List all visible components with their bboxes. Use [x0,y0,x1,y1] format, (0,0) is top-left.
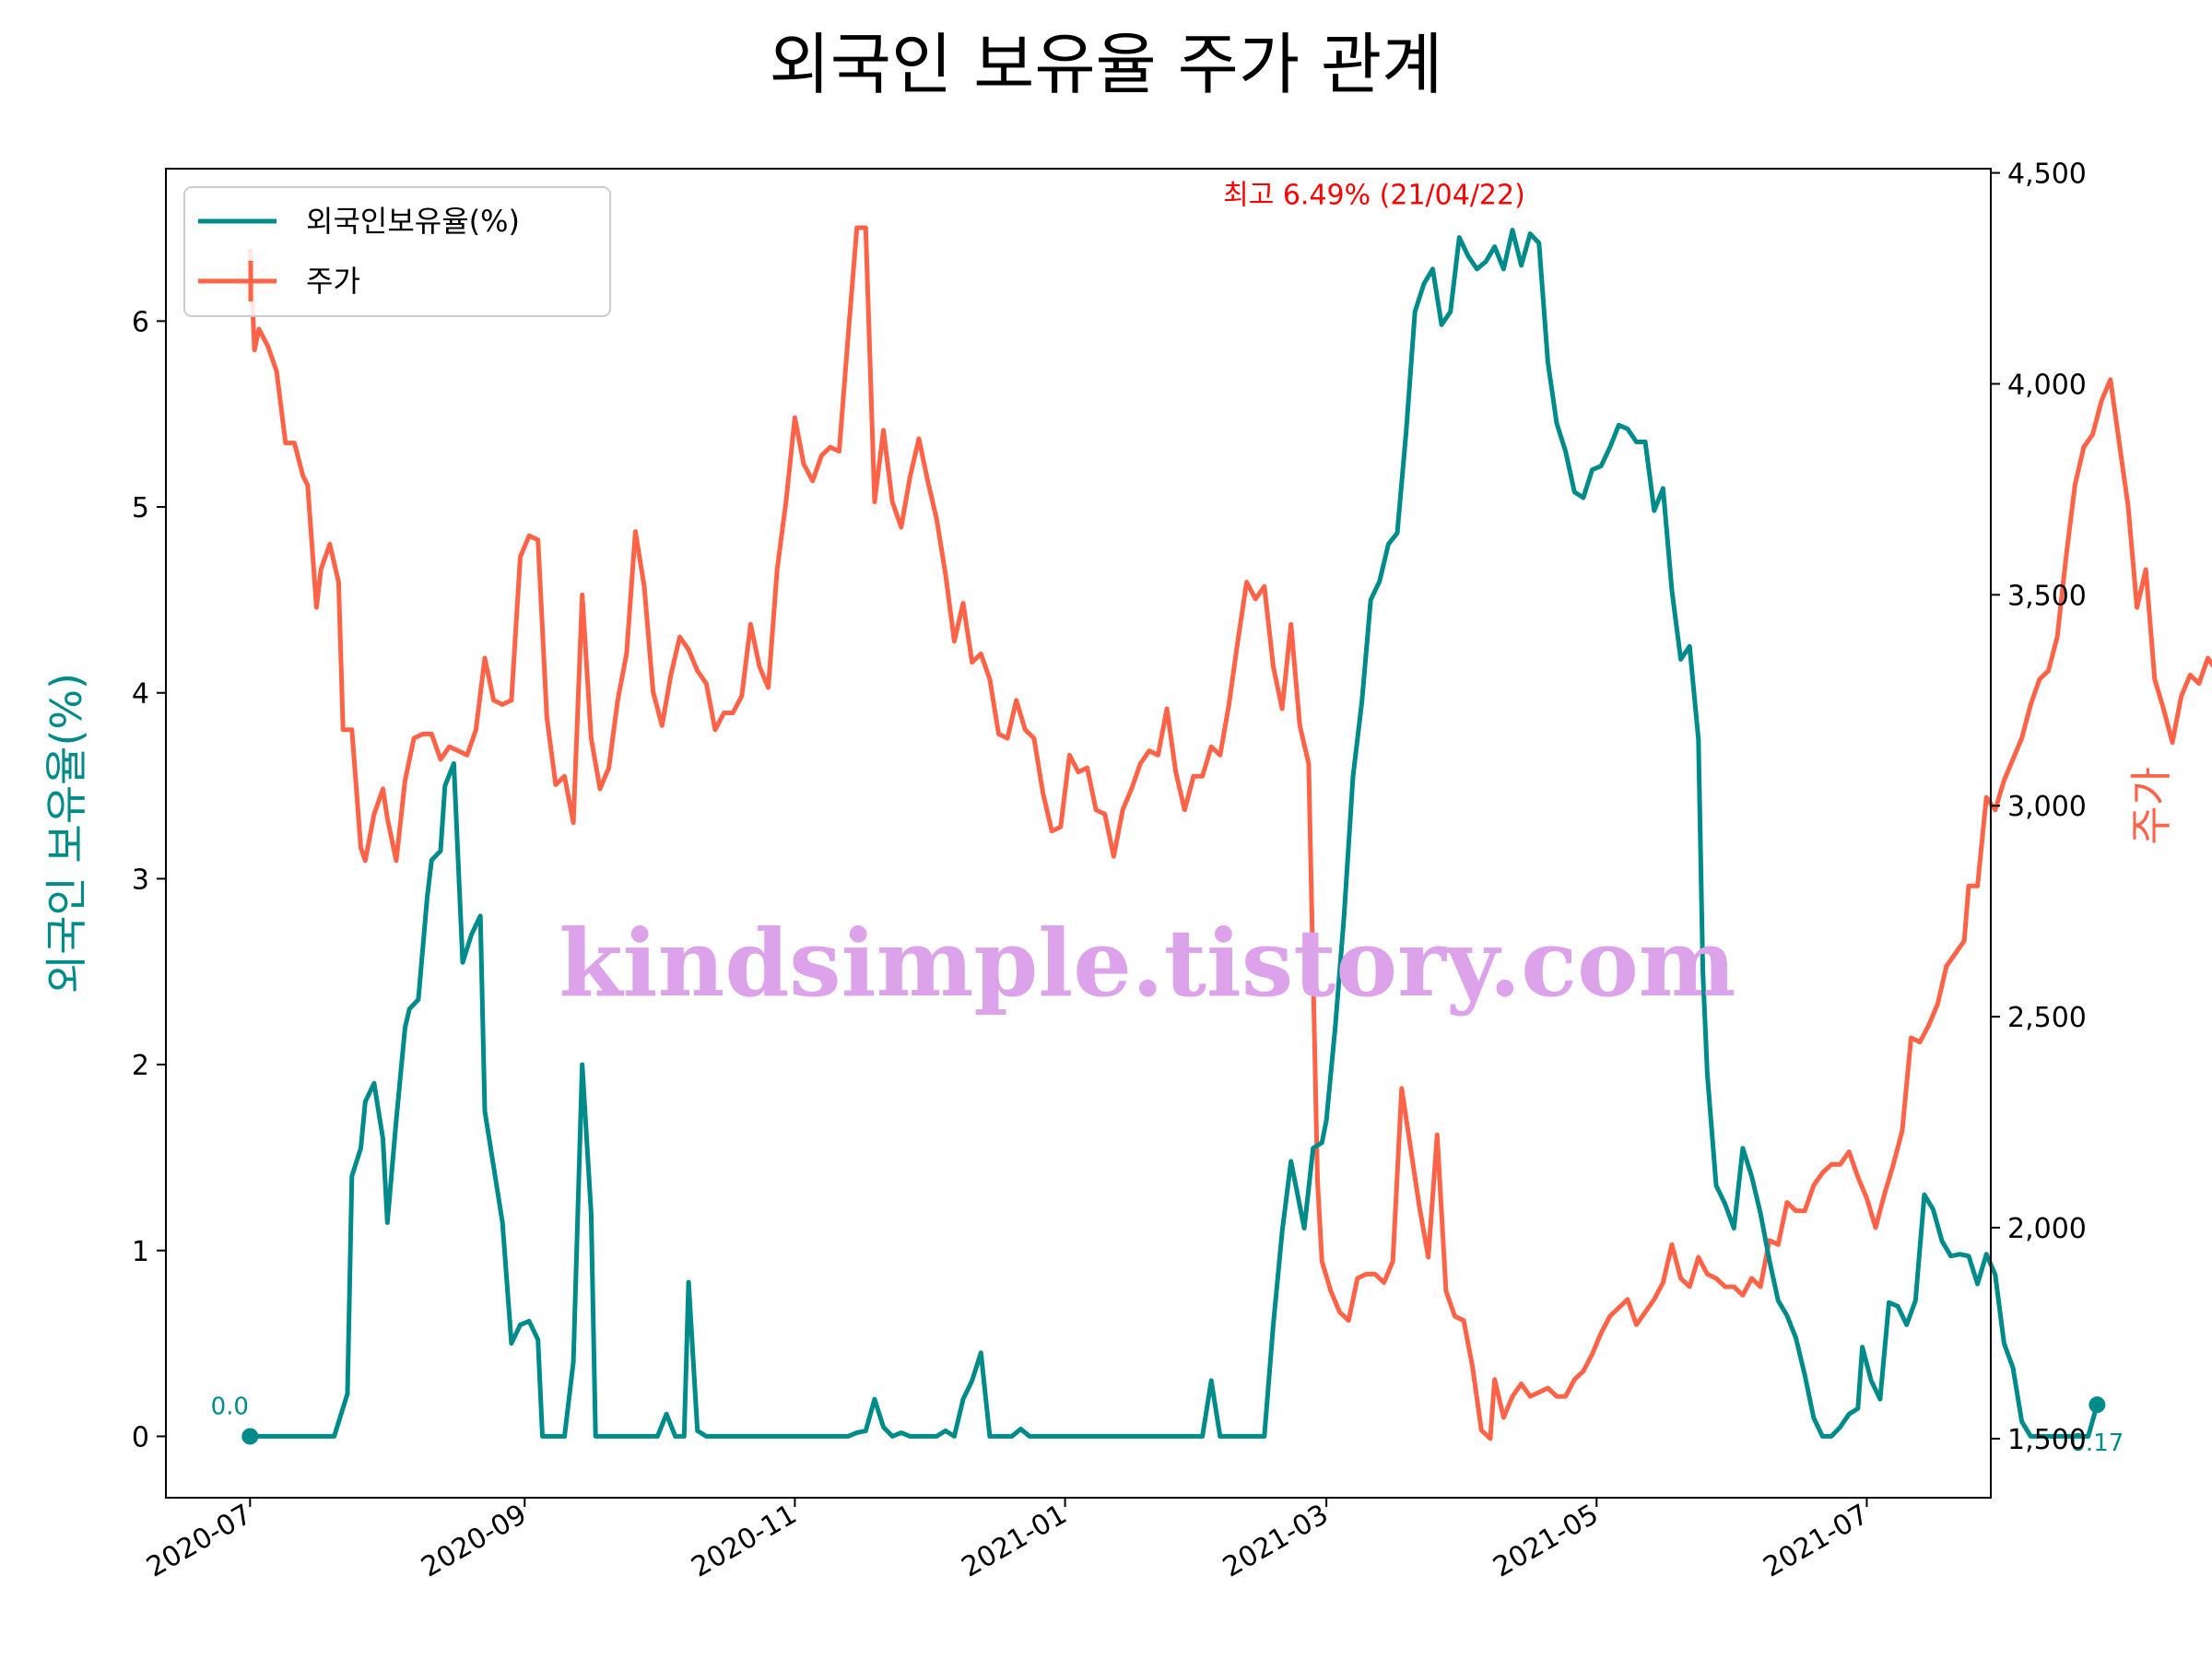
y-tick-label-right: 3,500 [2007,580,2087,612]
chart-title: 외국인 보유율 주가 관계 [769,26,1442,103]
y-tick-label-left: 4 [132,678,149,711]
y-tick-label-left: 6 [132,306,149,338]
end-annotation: 0.17 [2070,1430,2124,1457]
y-tick-label-right: 4,500 [2007,159,2087,191]
y-tick-label-left: 3 [132,864,149,896]
y-tick-label-right: 4,000 [2007,369,2087,401]
y-tick-label-left: 5 [132,492,149,524]
legend-box [183,186,611,317]
legend: 외국인보유율(%) 주가 [183,186,611,317]
watermark: kindsimple.tistory.com [559,909,1735,1018]
y-tick-label-right: 1,500 [2007,1424,2087,1456]
x-tick-label: 2020-11 [686,1499,802,1584]
x-tick-label: 2021-07 [1758,1499,1874,1584]
start-marker [241,1428,259,1445]
x-tick-label: 2021-01 [957,1499,1073,1584]
series-line-price [247,225,2212,1441]
x-tick-label: 2021-05 [1488,1499,1604,1584]
max-annotation: 최고 6.49% (21/04/22) [1223,180,1525,212]
y-tick-label-right: 2,500 [2007,1002,2087,1034]
y-tick-label-right: 2,000 [2007,1213,2087,1245]
y-axis-label-left: 외국인 보유율(%) [41,673,91,994]
x-tick-label: 2021-03 [1218,1499,1334,1584]
plot-area: 최고 6.49% (21/04/22) 0.0 0.17 2020-07 2020-09… [41,159,2212,1584]
plot-frame [165,168,1992,1499]
y-tick-label-right: 3,000 [2007,791,2087,823]
x-tick-label: 2020-09 [416,1499,532,1584]
y-tick-label-left: 0 [132,1421,149,1453]
start-annotation: 0.0 [211,1393,249,1420]
y-tick-label-left: 1 [132,1236,149,1268]
y-axis-label-right: 주가 [2126,767,2176,845]
legend-label: 주가 [306,264,360,299]
y-tick-label-left: 2 [132,1050,149,1082]
series-line-holding [250,228,2100,1439]
legend-label: 외국인보유율(%) [306,204,520,239]
end-marker [2088,1396,2106,1414]
x-tick-label: 2020-07 [141,1499,257,1584]
